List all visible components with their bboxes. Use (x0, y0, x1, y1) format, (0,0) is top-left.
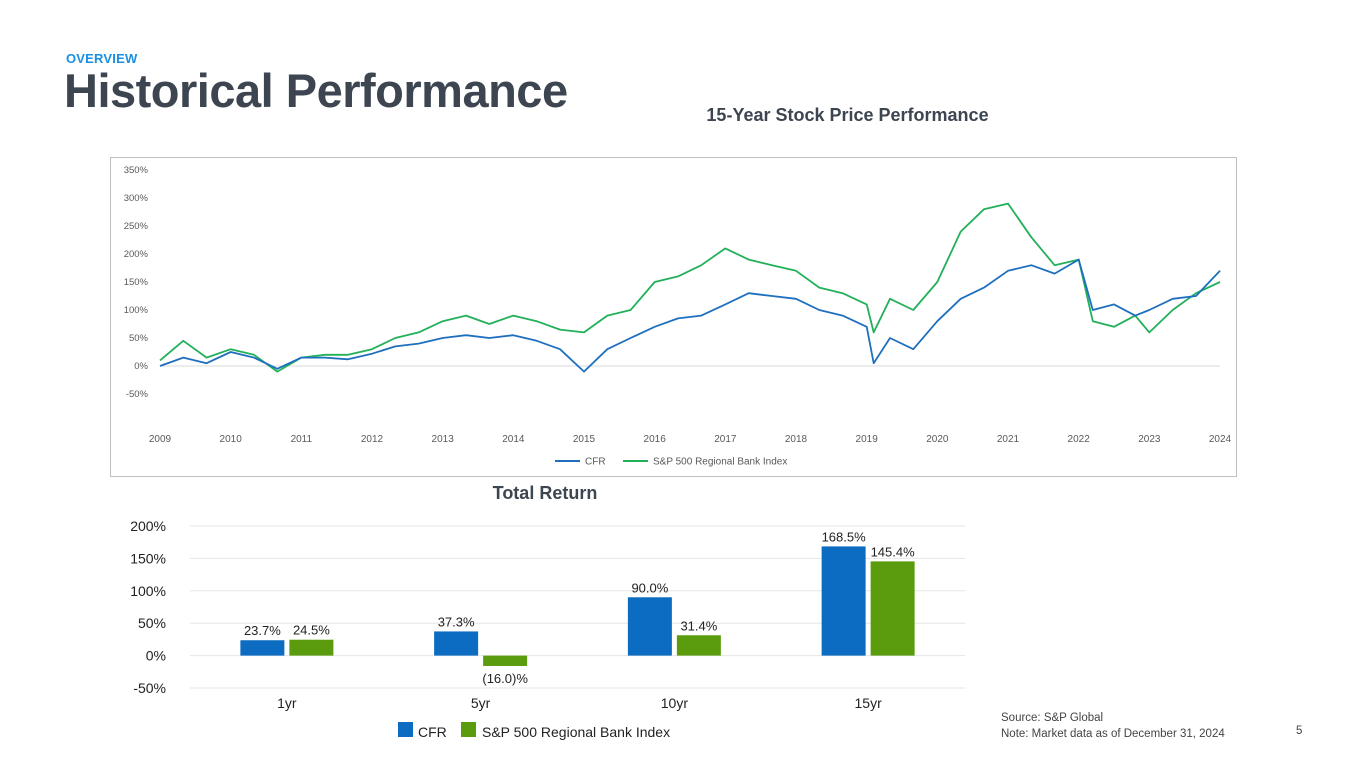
bar-category-label: 1yr (277, 695, 297, 711)
y-tick-label: 250% (124, 221, 149, 232)
index-bar (676, 635, 721, 656)
section-label: OVERVIEW (66, 51, 138, 66)
x-tick-label: 2024 (1209, 434, 1232, 445)
line-chart-title: 15-Year Stock Price Performance (706, 105, 989, 125)
x-tick-label: 2023 (1138, 434, 1161, 445)
x-tick-label: 2015 (573, 434, 596, 445)
legend-label-index: S&P 500 Regional Bank Index (482, 724, 670, 740)
bar-category-label: 10yr (661, 695, 689, 711)
index-bar (483, 655, 528, 666)
x-tick-label: 2016 (644, 434, 667, 445)
bar-y-tick-label: 200% (130, 518, 166, 534)
x-tick-label: 2018 (785, 434, 808, 445)
market-note: Note: Market data as of December 31, 202… (1001, 728, 1225, 740)
bar-data-label: (16.0)% (482, 671, 528, 686)
bar-y-tick-label: 50% (138, 615, 166, 631)
legend-label-cfr: CFR (418, 724, 447, 740)
bar-y-tick-label: 0% (146, 648, 166, 664)
x-tick-label: 2012 (361, 434, 384, 445)
source-text: Source: S&P Global (1001, 712, 1104, 724)
cfr-bar (240, 640, 285, 656)
x-tick-label: 2011 (291, 434, 313, 445)
y-tick-label: 0% (134, 361, 148, 372)
bar-category-label: 15yr (855, 695, 883, 711)
y-tick-label: -50% (126, 389, 149, 400)
y-tick-label: 50% (129, 333, 149, 344)
line-chart: 350% 300% 250% 200% 150% 100% 50% 0% -50% 2009 201… (124, 165, 1232, 468)
cfr-series-line (159, 258, 1221, 373)
bar-data-label: 37.3% (438, 614, 475, 629)
y-tick-label: 150% (124, 277, 149, 288)
bar-category-label: 5yr (471, 695, 491, 711)
bar-data-label: 90.0% (631, 580, 668, 595)
y-tick-label: 100% (124, 305, 149, 316)
bar-data-label: 168.5% (822, 529, 867, 544)
x-tick-label: 2022 (1068, 434, 1091, 445)
bar-data-label: 23.7% (244, 623, 281, 638)
bar-chart: 200% 150% 100% 50% 0% -50% 1yr 23.7% 24.5% 5yr 37.… (130, 518, 965, 740)
y-tick-label: 350% (124, 165, 149, 176)
x-tick-label: 2020 (926, 434, 949, 445)
bar-data-label: 24.5% (293, 623, 330, 638)
index-bar (289, 639, 334, 656)
cfr-bar (821, 546, 866, 656)
x-tick-label: 2010 (220, 434, 243, 445)
x-tick-label: 2021 (997, 434, 1020, 445)
bar-data-label: 145.4% (871, 544, 916, 559)
legend-swatch-index (461, 722, 476, 737)
cfr-bar (434, 631, 479, 656)
legend-label-index: S&P 500 Regional Bank Index (653, 457, 787, 468)
page-title: Historical Performance (64, 64, 568, 117)
x-tick-label: 2014 (502, 434, 525, 445)
cfr-bar (627, 597, 672, 656)
bar-chart-title: Total Return (492, 483, 598, 503)
bar-y-tick-label: 100% (130, 583, 166, 599)
x-tick-label: 2019 (856, 434, 879, 445)
index-series-line (159, 202, 1221, 373)
y-tick-label: 200% (124, 249, 149, 260)
x-tick-label: 2017 (714, 434, 737, 445)
legend-swatch-cfr (398, 722, 413, 737)
bar-data-label: 31.4% (680, 618, 717, 633)
x-tick-label: 2009 (149, 434, 172, 445)
y-tick-label: 300% (124, 193, 149, 204)
legend-label-cfr: CFR (585, 457, 606, 468)
line-chart-frame (110, 157, 1237, 477)
bar-y-tick-label: -50% (133, 680, 166, 696)
x-tick-label: 2013 (432, 434, 455, 445)
index-bar (870, 561, 915, 656)
bar-y-tick-label: 150% (130, 550, 166, 566)
source-note: Source: S&P Global Note: Market data as … (1001, 710, 1225, 742)
page-number: 5 (1296, 725, 1303, 737)
